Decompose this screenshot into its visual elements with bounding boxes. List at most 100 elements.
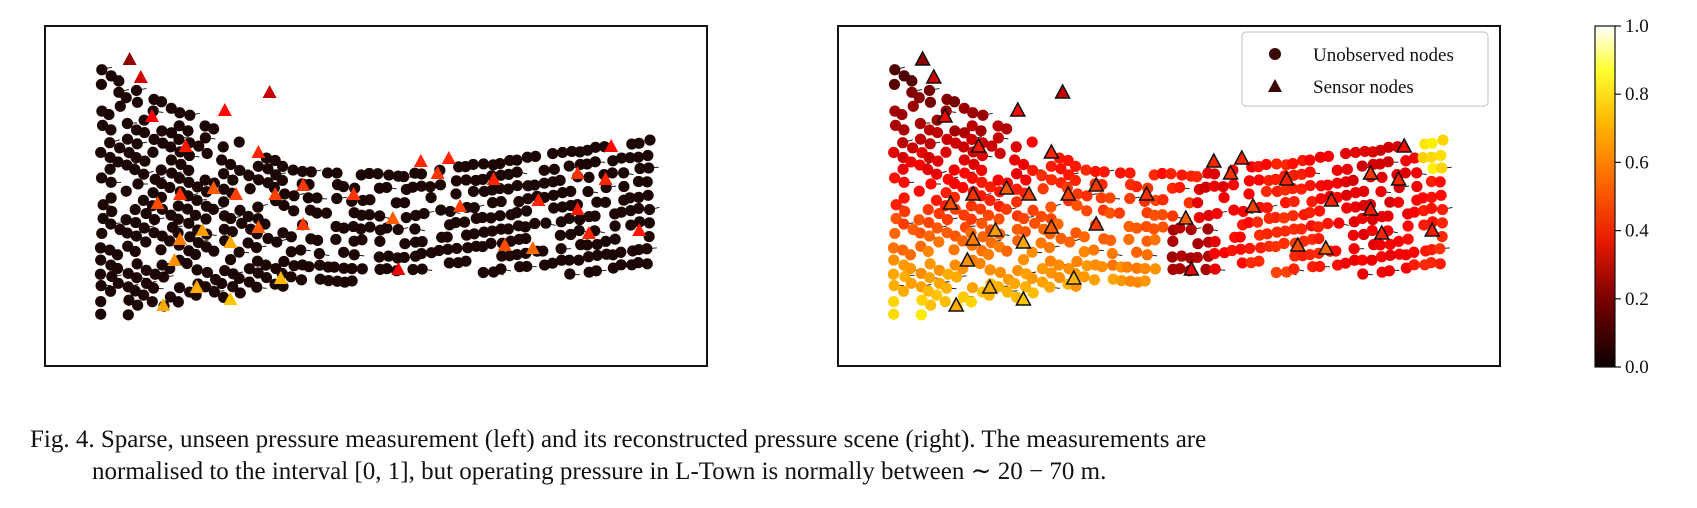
network-node [172, 296, 184, 308]
network-node [147, 187, 159, 199]
network-node [105, 176, 117, 188]
network-node [1012, 265, 1024, 277]
network-node [233, 272, 245, 285]
network-node [1411, 180, 1423, 193]
network-node [607, 155, 619, 167]
network-node [1417, 152, 1429, 164]
network-node [907, 142, 919, 154]
network-node [1227, 179, 1240, 191]
network-node [244, 183, 256, 195]
network-node [96, 64, 108, 76]
network-node [888, 280, 900, 292]
network-node [398, 171, 410, 183]
network-node [140, 207, 152, 220]
network-node [1393, 235, 1405, 248]
network-node [458, 216, 471, 228]
network-node [889, 119, 902, 131]
network-node [1436, 203, 1449, 216]
network-node [478, 226, 490, 238]
network-node [138, 114, 150, 126]
network-node [887, 242, 900, 254]
network-node [120, 92, 132, 104]
network-node [538, 177, 550, 189]
network-node [904, 262, 917, 275]
network-node [398, 251, 410, 264]
network-node [1426, 216, 1439, 228]
network-node [313, 248, 325, 260]
network-node [131, 272, 143, 284]
network-node [441, 231, 453, 243]
network-node [976, 164, 988, 176]
network-node [199, 132, 211, 144]
network-node [123, 294, 135, 306]
network-node [939, 296, 951, 308]
network-node [288, 190, 300, 202]
network-node [974, 257, 986, 270]
network-node [1064, 236, 1076, 248]
network-node [957, 235, 969, 247]
network-node [1156, 167, 1168, 180]
network-node [434, 179, 447, 191]
network-node [183, 149, 195, 162]
network-node [1382, 156, 1394, 168]
network-node [632, 151, 645, 163]
legend: Unobserved nodes Sensor nodes [1241, 31, 1489, 107]
network-node [338, 246, 350, 258]
network-node [262, 232, 274, 245]
colorbar-tick-label: 1.0 [1625, 16, 1649, 37]
network-node [314, 259, 326, 271]
network-node [295, 274, 308, 286]
network-node [216, 154, 228, 166]
network-node [643, 230, 655, 243]
network-node [1045, 267, 1057, 279]
network-node [165, 154, 177, 166]
network-node [922, 285, 934, 297]
network-node [276, 160, 289, 173]
network-node [1167, 235, 1179, 247]
network-node [1081, 260, 1093, 272]
sensor-node [1278, 170, 1295, 186]
network-node [914, 227, 926, 239]
network-node [644, 134, 656, 146]
network-node [425, 192, 437, 204]
network-node [1425, 202, 1438, 215]
network-node [951, 271, 963, 283]
network-node [173, 282, 186, 294]
sensor-node [251, 220, 266, 233]
network-node [976, 217, 988, 229]
network-node [1055, 232, 1067, 245]
measurement-panel [44, 25, 708, 367]
network-node [356, 263, 368, 275]
network-node [898, 192, 910, 204]
network-node [1426, 137, 1438, 149]
network-node [1106, 248, 1118, 260]
network-node [276, 174, 289, 187]
network-node [1436, 230, 1448, 243]
network-node [896, 108, 908, 121]
network-node [112, 277, 124, 289]
network-node [129, 203, 141, 216]
network-node [1078, 271, 1090, 283]
sensor-node [964, 230, 982, 246]
network-node [138, 126, 151, 139]
network-node [1348, 254, 1361, 266]
network-node [338, 262, 350, 274]
network-node [415, 180, 428, 192]
network-node [975, 125, 987, 137]
network-node [381, 222, 393, 234]
sensor-node [1054, 83, 1071, 99]
network-node [1356, 160, 1368, 172]
sensor-node [441, 151, 456, 164]
network-node [1243, 217, 1255, 229]
caption-line-2: normalised to the interval [0, 1], but o… [92, 458, 1107, 485]
network-node [1044, 255, 1057, 267]
network-node [111, 262, 124, 275]
network-node [271, 236, 283, 248]
sensor-node [262, 85, 277, 98]
network-node [1141, 249, 1153, 261]
network-node [1019, 226, 1031, 238]
colorbar-tick-label: 0.4 [1625, 221, 1649, 242]
network-node [1295, 183, 1307, 195]
network-node [1071, 255, 1083, 268]
network-node [1358, 228, 1370, 241]
